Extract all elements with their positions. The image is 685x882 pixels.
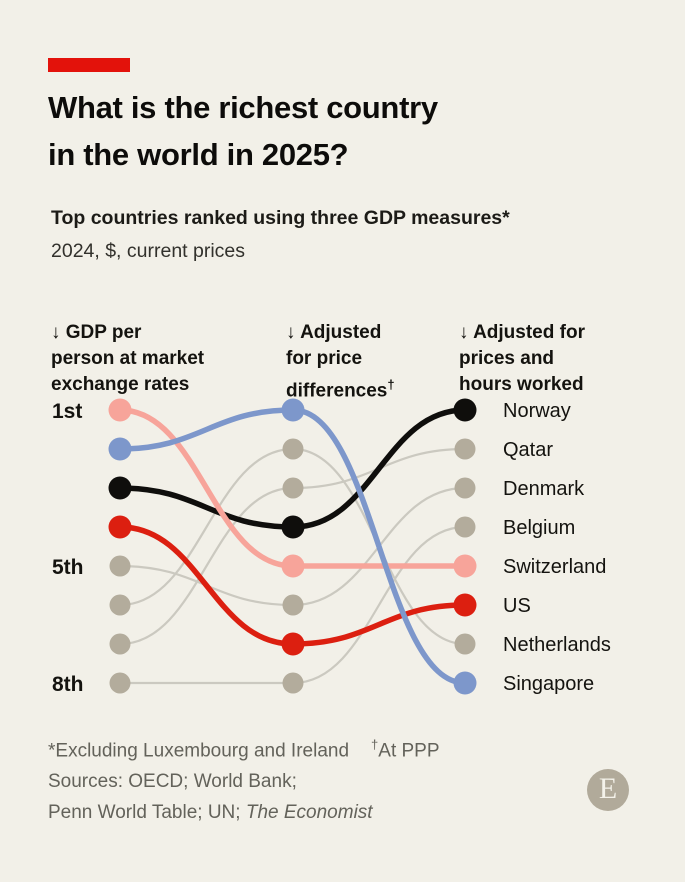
column-header-market-rates: ↓ GDP per person at market exchange rate… xyxy=(51,322,205,395)
series-dot-singapore-m3 xyxy=(453,671,477,695)
series-dot-us-m3 xyxy=(453,593,477,617)
brand-red-bar xyxy=(48,58,130,72)
page-title: What is the richest country in the world… xyxy=(48,84,628,178)
series-dot-singapore-m1 xyxy=(108,437,132,461)
sources-line-2: Penn World Table; UN; The Economist xyxy=(48,802,373,824)
title-line-1: What is the richest country xyxy=(48,90,438,125)
country-label-belgium: Belgium xyxy=(503,517,575,539)
series-dot-norway-m3 xyxy=(453,398,477,422)
series-dot-us-m2 xyxy=(281,632,305,656)
rank-label-5th: 5th xyxy=(52,556,84,579)
chart-subtitle: Top countries ranked using three GDP mea… xyxy=(51,207,510,229)
series-dot-switzerland-m3 xyxy=(453,554,477,578)
column-header-hours-adjusted: ↓ Adjusted for prices and hours worked xyxy=(459,322,585,395)
series-dot-netherlands-m3 xyxy=(454,633,476,655)
country-label-norway: Norway xyxy=(503,400,571,422)
footnote-line: *Excluding Luxembourg and Ireland †At PPP xyxy=(48,737,440,762)
country-label-switzerland: Switzerland xyxy=(503,556,606,578)
series-line-belgium xyxy=(119,525,466,685)
rank-label-1st: 1st xyxy=(52,400,82,423)
series-dot-netherlands-m2 xyxy=(282,438,304,460)
dagger-footnote-mark: † xyxy=(371,737,379,752)
series-dot-norway-m1 xyxy=(108,476,132,500)
series-dot-norway-m2 xyxy=(281,515,305,539)
country-label-qatar: Qatar xyxy=(503,439,553,461)
economist-logo: E xyxy=(587,769,629,811)
country-label-netherlands: Netherlands xyxy=(503,634,611,656)
series-dot-denmark-m3 xyxy=(454,477,476,499)
dagger-mark: † xyxy=(387,377,395,392)
series-dot-denmark-m1 xyxy=(109,555,131,577)
economist-logo-letter: E xyxy=(598,772,618,805)
rank-label-8th: 8th xyxy=(52,673,84,696)
column-header-price-adjusted: ↓ Adjusted for price differences† xyxy=(286,322,395,402)
series-dot-belgium-m2 xyxy=(282,672,304,694)
country-label-us: US xyxy=(503,595,531,617)
footnotes: *Excluding Luxembourg and Ireland †At PPP… xyxy=(48,729,568,828)
series-line-us xyxy=(117,524,468,647)
country-label-singapore: Singapore xyxy=(503,673,594,695)
series-dot-belgium-m1 xyxy=(109,672,131,694)
series-dot-denmark-m2 xyxy=(282,594,304,616)
series-dot-singapore-m2 xyxy=(281,398,305,422)
country-label-denmark: Denmark xyxy=(503,478,585,500)
series-dot-us-m1 xyxy=(108,515,132,539)
series-dot-switzerland-m2 xyxy=(281,554,305,578)
series-dot-netherlands-m1 xyxy=(109,594,131,616)
series-dot-qatar-m2 xyxy=(282,477,304,499)
series-line-singapore xyxy=(117,407,468,686)
sources-line-1: Sources: OECD; World Bank; xyxy=(48,771,297,793)
title-line-2: in the world in 2025? xyxy=(48,137,349,172)
series-dot-qatar-m1 xyxy=(109,633,131,655)
chart-units: 2024, $, current prices xyxy=(51,240,246,262)
series-dot-switzerland-m1 xyxy=(108,398,132,422)
series-dot-qatar-m3 xyxy=(454,438,476,460)
series-dot-belgium-m3 xyxy=(454,516,476,538)
